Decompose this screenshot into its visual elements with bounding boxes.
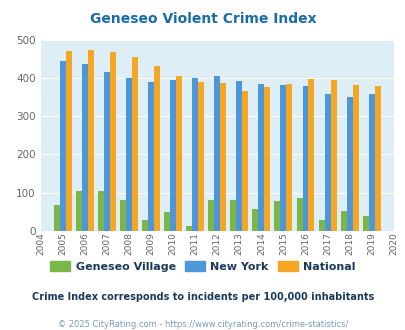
Text: © 2025 CityRating.com - https://www.cityrating.com/crime-statistics/: © 2025 CityRating.com - https://www.city… xyxy=(58,320,347,329)
Bar xyxy=(76,191,81,231)
Bar xyxy=(274,201,280,231)
Bar xyxy=(60,61,66,231)
Bar xyxy=(119,200,126,231)
Bar xyxy=(186,226,192,231)
Bar xyxy=(132,57,138,231)
Bar xyxy=(264,87,270,231)
Bar xyxy=(374,86,380,231)
Bar xyxy=(308,79,314,231)
Text: Geneseo Violent Crime Index: Geneseo Violent Crime Index xyxy=(90,12,315,25)
Bar xyxy=(104,72,109,231)
Bar xyxy=(230,200,236,231)
Bar xyxy=(258,83,264,231)
Bar xyxy=(53,205,60,231)
Bar xyxy=(126,78,132,231)
Bar xyxy=(368,94,374,231)
Bar xyxy=(302,86,308,231)
Bar xyxy=(148,82,153,231)
Bar xyxy=(198,82,204,231)
Legend: Geneseo Village, New York, National: Geneseo Village, New York, National xyxy=(46,257,359,277)
Bar xyxy=(142,219,148,231)
Bar xyxy=(346,97,352,231)
Bar xyxy=(220,83,226,231)
Bar xyxy=(66,51,71,231)
Text: Crime Index corresponds to incidents per 100,000 inhabitants: Crime Index corresponds to incidents per… xyxy=(32,292,373,302)
Bar xyxy=(109,52,115,231)
Bar xyxy=(208,200,214,231)
Bar xyxy=(176,76,181,231)
Bar xyxy=(153,66,160,231)
Bar xyxy=(87,50,94,231)
Bar xyxy=(236,81,242,231)
Bar xyxy=(296,198,302,231)
Bar xyxy=(340,211,346,231)
Bar xyxy=(164,212,170,231)
Bar xyxy=(324,94,330,231)
Bar xyxy=(330,80,336,231)
Bar xyxy=(214,76,220,231)
Bar xyxy=(286,84,292,231)
Bar xyxy=(352,85,358,231)
Bar xyxy=(252,209,258,231)
Bar xyxy=(242,90,247,231)
Bar xyxy=(170,80,176,231)
Bar xyxy=(362,216,368,231)
Bar xyxy=(280,85,286,231)
Bar xyxy=(81,64,87,231)
Bar xyxy=(318,219,324,231)
Bar xyxy=(98,191,104,231)
Bar xyxy=(192,78,198,231)
